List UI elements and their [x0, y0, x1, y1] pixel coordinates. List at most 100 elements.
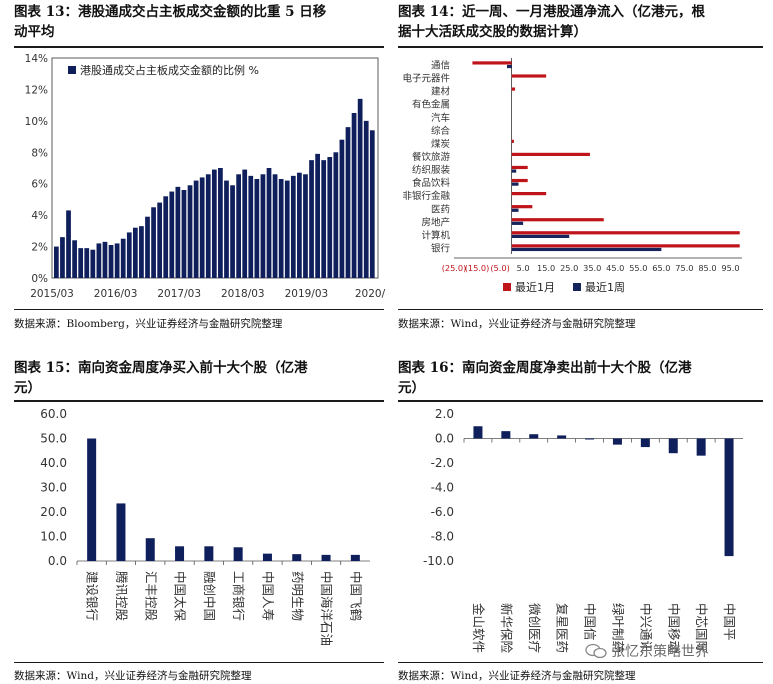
- bar: [96, 243, 102, 278]
- bar: [175, 186, 181, 278]
- panel-16-title-line2: 元）: [398, 380, 425, 396]
- x-tick-label: 5.0: [517, 263, 530, 273]
- y-tick-label: 14%: [25, 53, 48, 65]
- category-label: 非银行金融: [402, 190, 450, 202]
- panel-14-title-line2: 据十大活跃成交股的数据计算）: [398, 24, 587, 40]
- bar: [511, 244, 740, 248]
- legend-swatch: [68, 66, 76, 74]
- bar: [350, 554, 360, 561]
- y-tick-label: 2.0: [435, 407, 454, 421]
- bar: [163, 196, 169, 278]
- bar: [511, 165, 528, 170]
- bar: [511, 139, 514, 143]
- panel-15-title-line2: 元）: [14, 380, 41, 396]
- bar: [557, 435, 567, 439]
- bar: [511, 234, 570, 238]
- bar: [511, 247, 662, 252]
- y-tick-label: -2.0: [431, 456, 454, 470]
- x-tick-label: (25.0): [442, 263, 467, 273]
- panel-16-rule-top: [398, 400, 763, 402]
- y-tick-label: 0%: [31, 273, 48, 285]
- category-label: 中兴通讯: [638, 603, 653, 654]
- panel-15-rule-bottom: [14, 662, 384, 663]
- x-tick-label: 25.0: [560, 263, 578, 273]
- x-tick-label: 2016/03: [94, 288, 138, 300]
- category-label: 复星医药: [555, 603, 570, 653]
- y-tick-label: 30.0: [40, 481, 67, 495]
- bar: [262, 553, 272, 561]
- y-tick-label: 8%: [31, 147, 48, 159]
- legend-label: 最近1周: [585, 281, 625, 294]
- bar: [511, 74, 547, 78]
- category-label: 汇丰控股: [143, 571, 158, 622]
- x-tick-label: 15.0: [537, 263, 555, 273]
- category-label: 医药: [431, 204, 450, 215]
- bar: [233, 547, 243, 561]
- bar: [511, 221, 524, 225]
- x-tick-label: (15.0): [465, 263, 490, 273]
- category-label: 微创医疗: [527, 603, 542, 653]
- bar: [345, 127, 351, 279]
- y-tick-label: 10.0: [40, 530, 67, 544]
- bar: [132, 227, 138, 278]
- chart-15: 0.010.020.030.040.050.060.0建设银行 腾讯控股 汇丰控股中…: [40, 407, 370, 646]
- bar: [511, 178, 528, 183]
- category-label: 餐饮旅游: [412, 151, 451, 163]
- category-label: 银行: [431, 242, 451, 254]
- y-tick-label: 0.0: [48, 554, 67, 568]
- y-tick-label: 20.0: [40, 505, 67, 519]
- bar: [90, 249, 96, 278]
- category-label: 工商银行: [231, 571, 246, 621]
- y-tick-label: 12%: [25, 84, 48, 96]
- chart-16: -10.0 -8.0 -6.0 -4.0 -2.0 0.0 2.0 金山软件 新华保险 微创医疗复…: [423, 407, 743, 654]
- x-tick-label: 65.0: [652, 263, 670, 273]
- bar: [290, 175, 296, 278]
- category-label: 中国信: [583, 603, 598, 641]
- bar: [224, 180, 229, 278]
- bar: [108, 245, 114, 278]
- panel-13-rule-bottom: [14, 309, 384, 310]
- y-tick-label: 4%: [31, 210, 48, 222]
- bar: [266, 168, 272, 278]
- bar: [205, 174, 211, 278]
- x-tick-label: 2017/03: [157, 288, 201, 300]
- bar: [511, 192, 547, 196]
- bar: [321, 554, 331, 561]
- bar: [204, 546, 214, 561]
- y-tick-label: 10%: [25, 116, 48, 128]
- bar: [54, 246, 59, 278]
- legend-swatch: [503, 283, 511, 291]
- category-label: 计算机: [421, 229, 450, 241]
- panel-14-rule-bottom: [398, 309, 763, 310]
- bar: [260, 174, 266, 278]
- panel-16-title-line1: 图表 16：南向资金周度净卖出前十大个股（亿港: [398, 360, 692, 376]
- bar: [60, 237, 65, 278]
- category-label: 金山软件: [471, 603, 486, 653]
- x-tick-label: 75.0: [675, 263, 693, 273]
- panel-15-source: 数据来源：Wind，兴业证券经济与金融研究院整理: [14, 670, 252, 682]
- x-tick-label: 95.0: [721, 263, 739, 273]
- bar: [236, 174, 242, 278]
- bar: [151, 207, 156, 278]
- bar: [248, 175, 254, 278]
- x-tick-label: 2019/03: [285, 288, 329, 300]
- category-label: 建材: [431, 86, 451, 98]
- category-label: 食品饮料: [412, 177, 451, 189]
- bar: [511, 231, 740, 235]
- bar: [357, 98, 363, 278]
- bar: [511, 208, 519, 212]
- bar: [511, 152, 590, 156]
- y-tick-label: 6%: [31, 179, 48, 191]
- category-label: 新华保险: [499, 603, 514, 654]
- panel-13-title: 图表 13：港股通成交占主板成交金额的比重 5 日移 动平均: [14, 2, 384, 42]
- bar: [175, 546, 185, 561]
- bar: [529, 434, 539, 439]
- bar: [272, 174, 278, 278]
- bar: [612, 438, 622, 445]
- bar: [640, 438, 650, 448]
- bar: [333, 152, 339, 278]
- x-tick-label: 85.0: [698, 263, 716, 273]
- bar: [363, 120, 369, 278]
- x-tick-label: (5.0): [490, 263, 509, 273]
- bar: [668, 438, 678, 454]
